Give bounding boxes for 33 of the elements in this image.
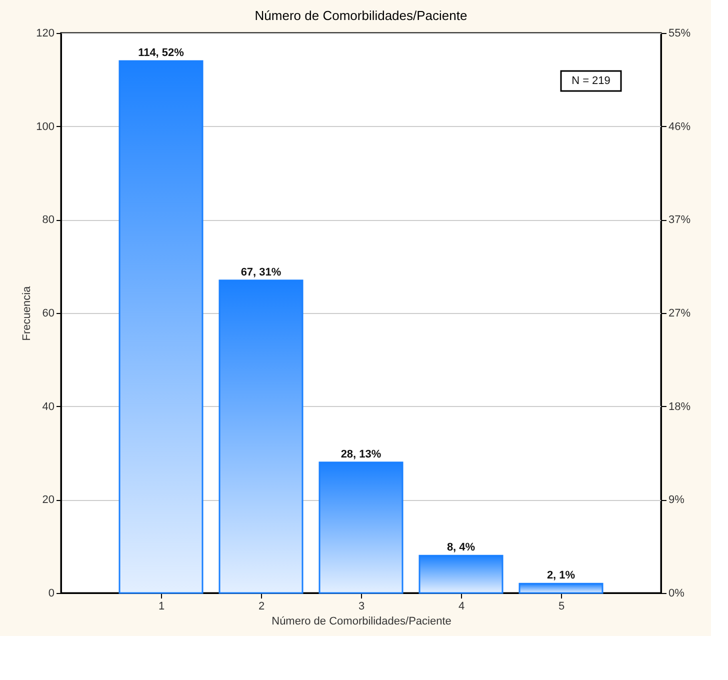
y-axis-title: Frecuencia [21, 285, 34, 341]
data-label: 67, 31% [240, 266, 282, 278]
bar [418, 554, 504, 594]
chart-title: Número de Comorbilidades/Paciente [254, 8, 468, 23]
y2-tick-label: 55% [668, 28, 691, 40]
y-tick-label: 60 [42, 308, 54, 320]
data-label: 28, 13% [340, 448, 382, 460]
y2-tick-label: 0% [668, 588, 685, 600]
bar [218, 280, 304, 594]
y2-tick-label: 27% [668, 307, 691, 320]
y-tick-label: 100 [36, 120, 54, 133]
y-tick-label: 80 [42, 214, 54, 226]
bar [318, 462, 404, 594]
x-tick-label: 2 [258, 600, 265, 612]
x-tick-label: 5 [558, 600, 565, 612]
y-tick-label: 120 [36, 28, 54, 40]
data-label: 2, 1% [546, 570, 576, 582]
y2-tick-label: 37% [668, 214, 691, 226]
y-tick-label: 0 [48, 588, 54, 600]
y2-tick-label: 18% [668, 400, 691, 413]
bar [518, 582, 604, 594]
y2-tick-label: 46% [668, 120, 691, 133]
annotation: N = 219 [572, 75, 610, 87]
y-tick-label: 20 [42, 494, 54, 506]
y2-tick-label: 9% [668, 494, 685, 506]
x-tick-label: 3 [358, 600, 365, 612]
data-label: 8, 4% [446, 542, 476, 554]
x-tick-label: 4 [458, 600, 465, 612]
data-label: 114, 52% [138, 47, 184, 59]
bar [118, 60, 204, 594]
x-tick-label: 1 [158, 600, 165, 612]
y-tick-label: 40 [42, 400, 54, 413]
x-axis-title: Número de Comorbilidades/Paciente [272, 616, 452, 628]
